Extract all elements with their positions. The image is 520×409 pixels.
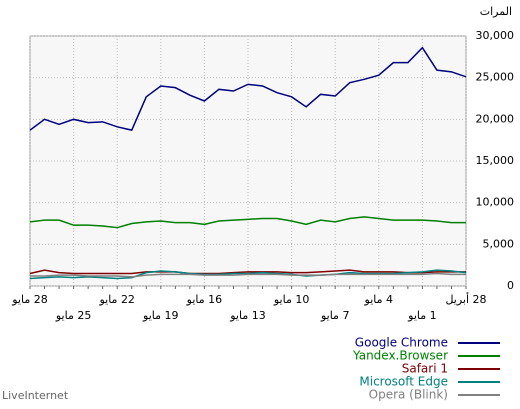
legend-label: Opera (Blink) bbox=[369, 388, 448, 402]
series-line bbox=[30, 272, 466, 278]
series-line bbox=[29, 269, 467, 280]
source: LiveInternet bbox=[2, 389, 69, 402]
x-tick-label: 28 مايو bbox=[11, 293, 47, 306]
x-tick-label: 7 مايو bbox=[320, 309, 349, 322]
series-line bbox=[29, 46, 467, 132]
legend-label: Yandex.Browser bbox=[352, 349, 448, 363]
x-tick-label: 28 أبريل bbox=[445, 292, 486, 306]
plot-area bbox=[29, 35, 467, 287]
y-tick-label: 10,000 bbox=[476, 196, 515, 209]
y-tick-label: 5,000 bbox=[483, 237, 515, 250]
y-axis-title: المرات bbox=[480, 5, 512, 18]
x-tick-label: 16 مايو bbox=[186, 293, 222, 306]
x-tick-label: 19 مايو bbox=[142, 309, 178, 322]
x-tick-label: 25 مايو bbox=[55, 309, 91, 322]
legend-label: Microsoft Edge bbox=[359, 375, 448, 389]
x-tick-label: 10 مايو bbox=[273, 293, 309, 306]
series-line bbox=[29, 216, 466, 229]
x-tick-label: 4 مايو bbox=[364, 293, 393, 306]
legend-label: Google Chrome bbox=[355, 336, 448, 350]
y-tick-label: 30,000 bbox=[476, 29, 515, 42]
series-line bbox=[29, 269, 466, 275]
legend-label: Safari 1 bbox=[402, 362, 448, 376]
y-tick-label: 20,000 bbox=[476, 112, 515, 125]
y-tick-label: 15,000 bbox=[476, 154, 515, 167]
x-tick-label: 13 مايو bbox=[229, 309, 265, 322]
x-tick-label: 1 مايو bbox=[407, 309, 436, 322]
y-tick-label: 0 bbox=[507, 279, 514, 292]
x-tick-label: 22 مايو bbox=[98, 293, 134, 306]
y-tick-label: 25,000 bbox=[476, 71, 515, 84]
